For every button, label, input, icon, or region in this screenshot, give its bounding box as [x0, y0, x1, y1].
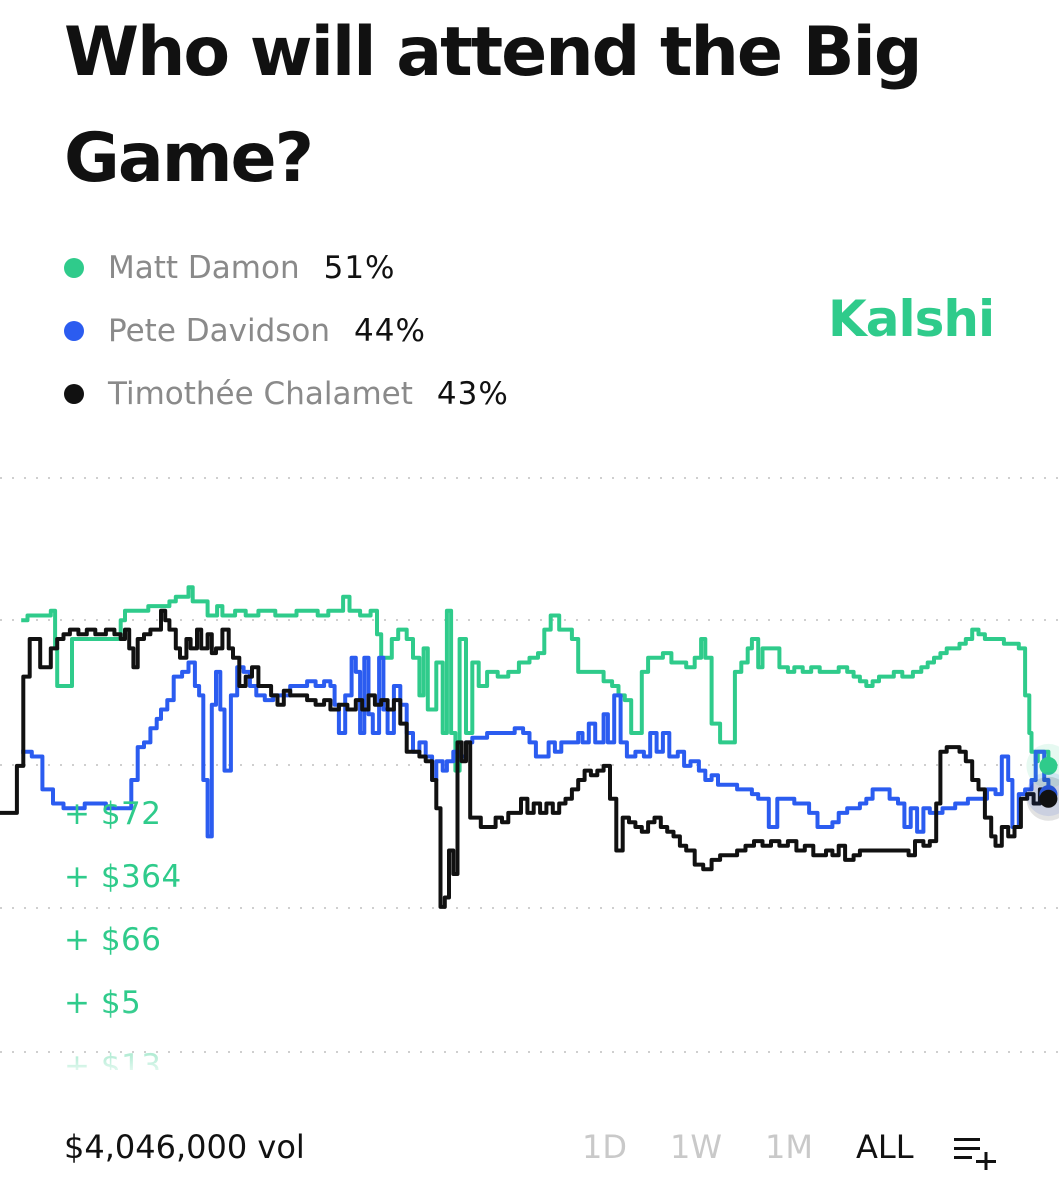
legend-name: Timothée Chalamet	[108, 375, 413, 412]
kalshi-logo: Kalshi	[828, 290, 995, 348]
legend-item-timothee-chalamet[interactable]: Timothée Chalamet 43%	[62, 362, 509, 425]
endpoint-dot	[1039, 789, 1058, 808]
legend-item-matt-damon[interactable]: Matt Damon 51%	[62, 236, 509, 299]
range-1w-button[interactable]: 1W	[670, 1128, 722, 1166]
range-selector: 1D 1W 1M ALL	[582, 1128, 957, 1166]
playlist-add-icon[interactable]	[954, 1136, 998, 1170]
trade-amount: + $364	[64, 859, 182, 895]
legend-percent: 43%	[436, 375, 509, 412]
legend-name: Matt Damon	[108, 249, 300, 286]
legend-percent: 44%	[354, 312, 426, 349]
trade-amount: + $5	[64, 985, 142, 1021]
legend-name: Pete Davidson	[108, 312, 331, 349]
price-chart[interactable]	[0, 440, 1059, 1080]
volume-total: $4,046,000 vol	[64, 1128, 305, 1166]
endpoint-dot	[1039, 756, 1058, 775]
legend-percent: 51%	[323, 249, 396, 286]
trade-amount: + $72	[64, 796, 162, 832]
page-title: Who will attend the Big Game?	[64, 13, 923, 198]
series-line-matt-damon	[21, 585, 1051, 773]
range-1d-button[interactable]: 1D	[582, 1128, 627, 1166]
legend-item-pete-davidson[interactable]: Pete Davidson 44%	[62, 299, 509, 362]
trade-amount: + $66	[64, 922, 162, 958]
recent-trades-ticker: + $72 + $364 + $66 + $5 + $13	[64, 790, 364, 1070]
black-dot-icon	[64, 383, 84, 404]
blue-dot-icon	[64, 320, 84, 341]
series-line-pete-davidson	[21, 655, 1051, 839]
range-1m-button[interactable]: 1M	[765, 1128, 813, 1166]
green-dot-icon	[64, 257, 84, 278]
series-line-timoth-e-chalamet	[0, 608, 1051, 909]
trade-amount: + $13	[64, 1048, 162, 1070]
range-all-button[interactable]: ALL	[855, 1128, 914, 1166]
legend: Matt Damon 51% Pete Davidson 44% Timothé…	[62, 236, 509, 425]
